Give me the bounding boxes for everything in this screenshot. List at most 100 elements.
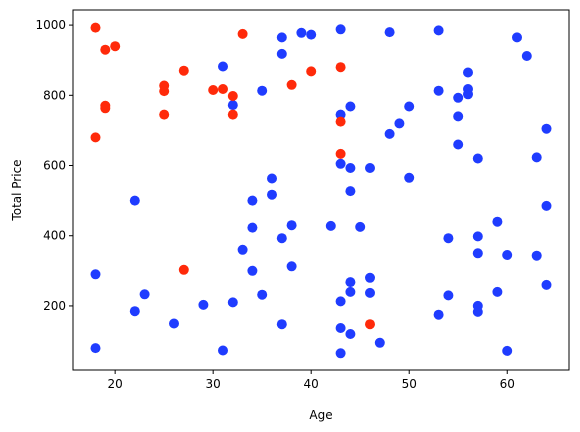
- x-tick-label: 40: [304, 377, 319, 391]
- blue-point: [335, 296, 346, 307]
- blue-point: [345, 163, 356, 173]
- blue-point: [384, 27, 395, 38]
- blue-point: [198, 299, 209, 310]
- red-point: [335, 62, 346, 73]
- blue-point: [531, 250, 542, 261]
- blue-point: [472, 248, 483, 259]
- y-axis-label: Total Price: [10, 159, 24, 221]
- blue-point: [237, 244, 248, 255]
- blue-point: [345, 101, 356, 112]
- blue-point: [365, 287, 375, 298]
- blue-point: [492, 286, 503, 297]
- x-tick-label: 50: [402, 377, 417, 391]
- blue-point: [335, 24, 346, 35]
- red-point: [286, 79, 297, 90]
- red-point: [227, 109, 238, 120]
- red-point: [335, 148, 346, 159]
- y-tick-label: 200: [43, 299, 66, 313]
- blue-point: [247, 195, 258, 206]
- blue-point: [267, 189, 277, 200]
- red-point: [100, 103, 111, 114]
- red-point: [90, 132, 101, 143]
- y-tick-label: 400: [43, 229, 66, 243]
- plot-frame: [72, 9, 570, 371]
- blue-point: [335, 109, 346, 120]
- blue-point: [345, 186, 356, 197]
- red-point: [178, 65, 189, 76]
- blue-point: [227, 100, 238, 111]
- blue-point: [169, 318, 179, 329]
- blue-point: [335, 158, 346, 169]
- blue-point: [384, 128, 395, 139]
- blue-point: [129, 195, 140, 206]
- blue-point: [541, 123, 552, 134]
- blue-point: [365, 163, 375, 173]
- blue-point: [335, 348, 346, 359]
- x-axis-label: Age: [309, 408, 332, 422]
- blue-point: [374, 337, 385, 348]
- blue-point: [129, 306, 140, 317]
- y-axis-ticks: 200 400 600 800 1000: [35, 18, 73, 313]
- blue-point: [227, 297, 238, 308]
- blue-point: [463, 67, 473, 78]
- red-point: [159, 109, 170, 120]
- blue-point: [521, 51, 532, 61]
- blue-point: [296, 27, 307, 38]
- blue-point: [355, 221, 366, 232]
- blue-point: [433, 85, 444, 96]
- blue-point: [443, 290, 454, 301]
- blue-point: [286, 220, 297, 231]
- blue-point: [139, 289, 150, 300]
- y-tick-label: 600: [43, 159, 66, 173]
- x-tick-label: 20: [108, 377, 123, 391]
- x-tick-label: 30: [206, 377, 221, 391]
- x-tick-label: 60: [500, 377, 515, 391]
- blue-point: [276, 319, 287, 330]
- blue-point: [541, 279, 552, 290]
- x-axis-ticks: 20 30 40 50 60: [108, 370, 515, 391]
- blue-point: [306, 29, 317, 40]
- blue-point: [404, 172, 415, 183]
- blue-point: [531, 152, 542, 163]
- blue-point: [286, 261, 297, 272]
- points-layer: [90, 22, 552, 359]
- blue-point: [345, 286, 356, 297]
- blue-point: [472, 153, 483, 164]
- blue-point: [502, 250, 513, 260]
- y-tick-label: 800: [43, 88, 66, 102]
- blue-point: [325, 220, 336, 231]
- blue-point: [433, 25, 444, 36]
- blue-point: [463, 89, 473, 100]
- blue-point: [472, 231, 483, 242]
- blue-point: [247, 222, 258, 233]
- red-point: [218, 84, 228, 94]
- blue-point: [247, 265, 258, 276]
- blue-point: [257, 85, 268, 96]
- blue-point: [365, 272, 375, 283]
- blue-point: [90, 343, 101, 354]
- blue-point: [267, 173, 277, 184]
- red-point: [159, 86, 170, 97]
- blue-point: [512, 32, 522, 43]
- red-point: [227, 91, 238, 101]
- blue-point: [453, 111, 464, 122]
- blue-point: [472, 306, 483, 317]
- red-point: [110, 41, 121, 52]
- blue-point: [276, 48, 287, 59]
- blue-point: [218, 345, 228, 356]
- red-point: [306, 66, 317, 77]
- red-point: [178, 264, 189, 275]
- blue-point: [276, 233, 287, 244]
- red-point: [208, 85, 219, 95]
- red-point: [100, 44, 111, 55]
- blue-point: [443, 233, 454, 244]
- blue-point: [276, 32, 287, 43]
- blue-point: [502, 345, 513, 356]
- blue-point: [433, 309, 444, 320]
- red-point: [335, 116, 346, 127]
- blue-point: [345, 277, 356, 288]
- blue-point: [345, 329, 356, 339]
- blue-point: [404, 101, 415, 112]
- blue-point: [257, 289, 268, 300]
